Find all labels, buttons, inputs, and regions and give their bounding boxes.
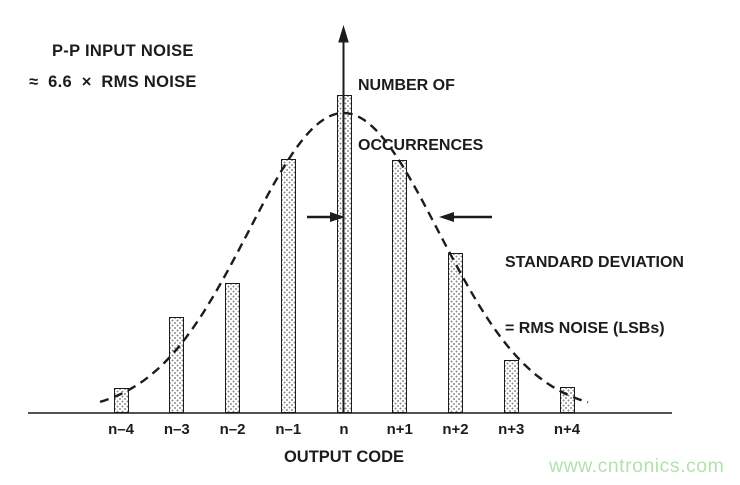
histogram-bar-7 [503,360,519,413]
x-tick-label-5: n+1 [386,421,413,438]
pp-input-noise-label-line1: P-P INPUT NOISE [52,42,194,60]
std-dev-label-line1: STANDARD DEVIATION [505,254,684,271]
histogram-bar-1 [169,317,185,413]
x-tick-label-7: n+3 [498,421,525,438]
y-axis-label: NUMBER OF OCCURRENCES [358,36,483,196]
histogram-bar-2 [225,283,240,413]
x-tick-label-6: n+2 [442,421,469,438]
x-tick-label-2: n–2 [219,421,246,438]
x-tick-label-3: n–1 [275,421,302,438]
std-dev-arrow-right-pointing [307,212,345,222]
pp-input-noise-label-line2: ≈ 6.6 × RMS NOISE [29,73,197,91]
x-tick-label-0: n–4 [108,421,134,438]
y-axis-label-line1: NUMBER OF [358,77,455,94]
y-axis-arrowhead-icon [338,25,349,43]
x-tick-label-8: n+4 [553,421,581,438]
histogram-bar-6 [448,253,463,413]
std-dev-label: STANDARD DEVIATION = RMS NOISE (LSBs) [505,208,684,384]
x-axis-title: OUTPUT CODE [283,448,405,466]
gaussian-curve [99,111,589,404]
std-dev-arrow-left-pointing [439,212,492,222]
histogram-bar-5 [392,160,408,413]
x-tick-label-1: n–3 [163,421,190,438]
histogram-bar-3 [280,159,296,413]
std-dev-label-line2: = RMS NOISE (LSBs) [505,320,665,337]
y-axis-label-line2: OCCURRENCES [358,137,484,154]
watermark-text: www.cntronics.com [549,455,725,477]
x-tick-label-4: n [339,421,349,438]
